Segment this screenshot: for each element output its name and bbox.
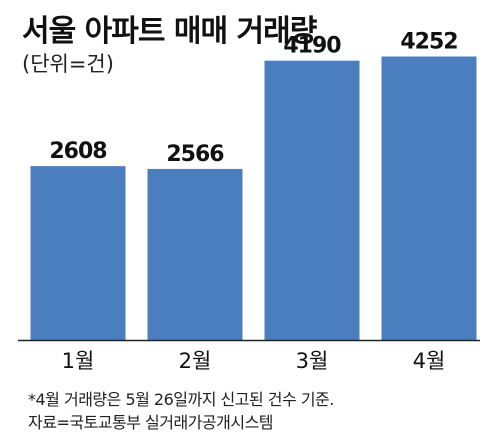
bar-value-label: 2608 [49, 139, 106, 164]
chart-title: 서울 아파트 매매 거래량 [22, 14, 317, 49]
bar-value-label: 2566 [166, 142, 224, 167]
category-label: 2월 [179, 349, 212, 373]
category-label: 3월 [296, 349, 329, 373]
category-label: 4월 [413, 349, 446, 373]
footnote-source: 자료=국토교통부 실거래가공개시스템 [28, 413, 274, 432]
bar-value-label: 4252 [400, 30, 457, 55]
bar-2 [147, 168, 243, 340]
bar-3 [264, 60, 360, 341]
bar-value-label: 4190 [283, 34, 341, 59]
bar-4 [381, 56, 477, 341]
footnote-note: *4월 거래량은 5월 26일까지 신고된 건수 기준. [28, 390, 334, 409]
category-label: 1월 [62, 349, 95, 373]
unit-note: (단위=건) [22, 52, 114, 76]
bar-1 [30, 166, 126, 340]
